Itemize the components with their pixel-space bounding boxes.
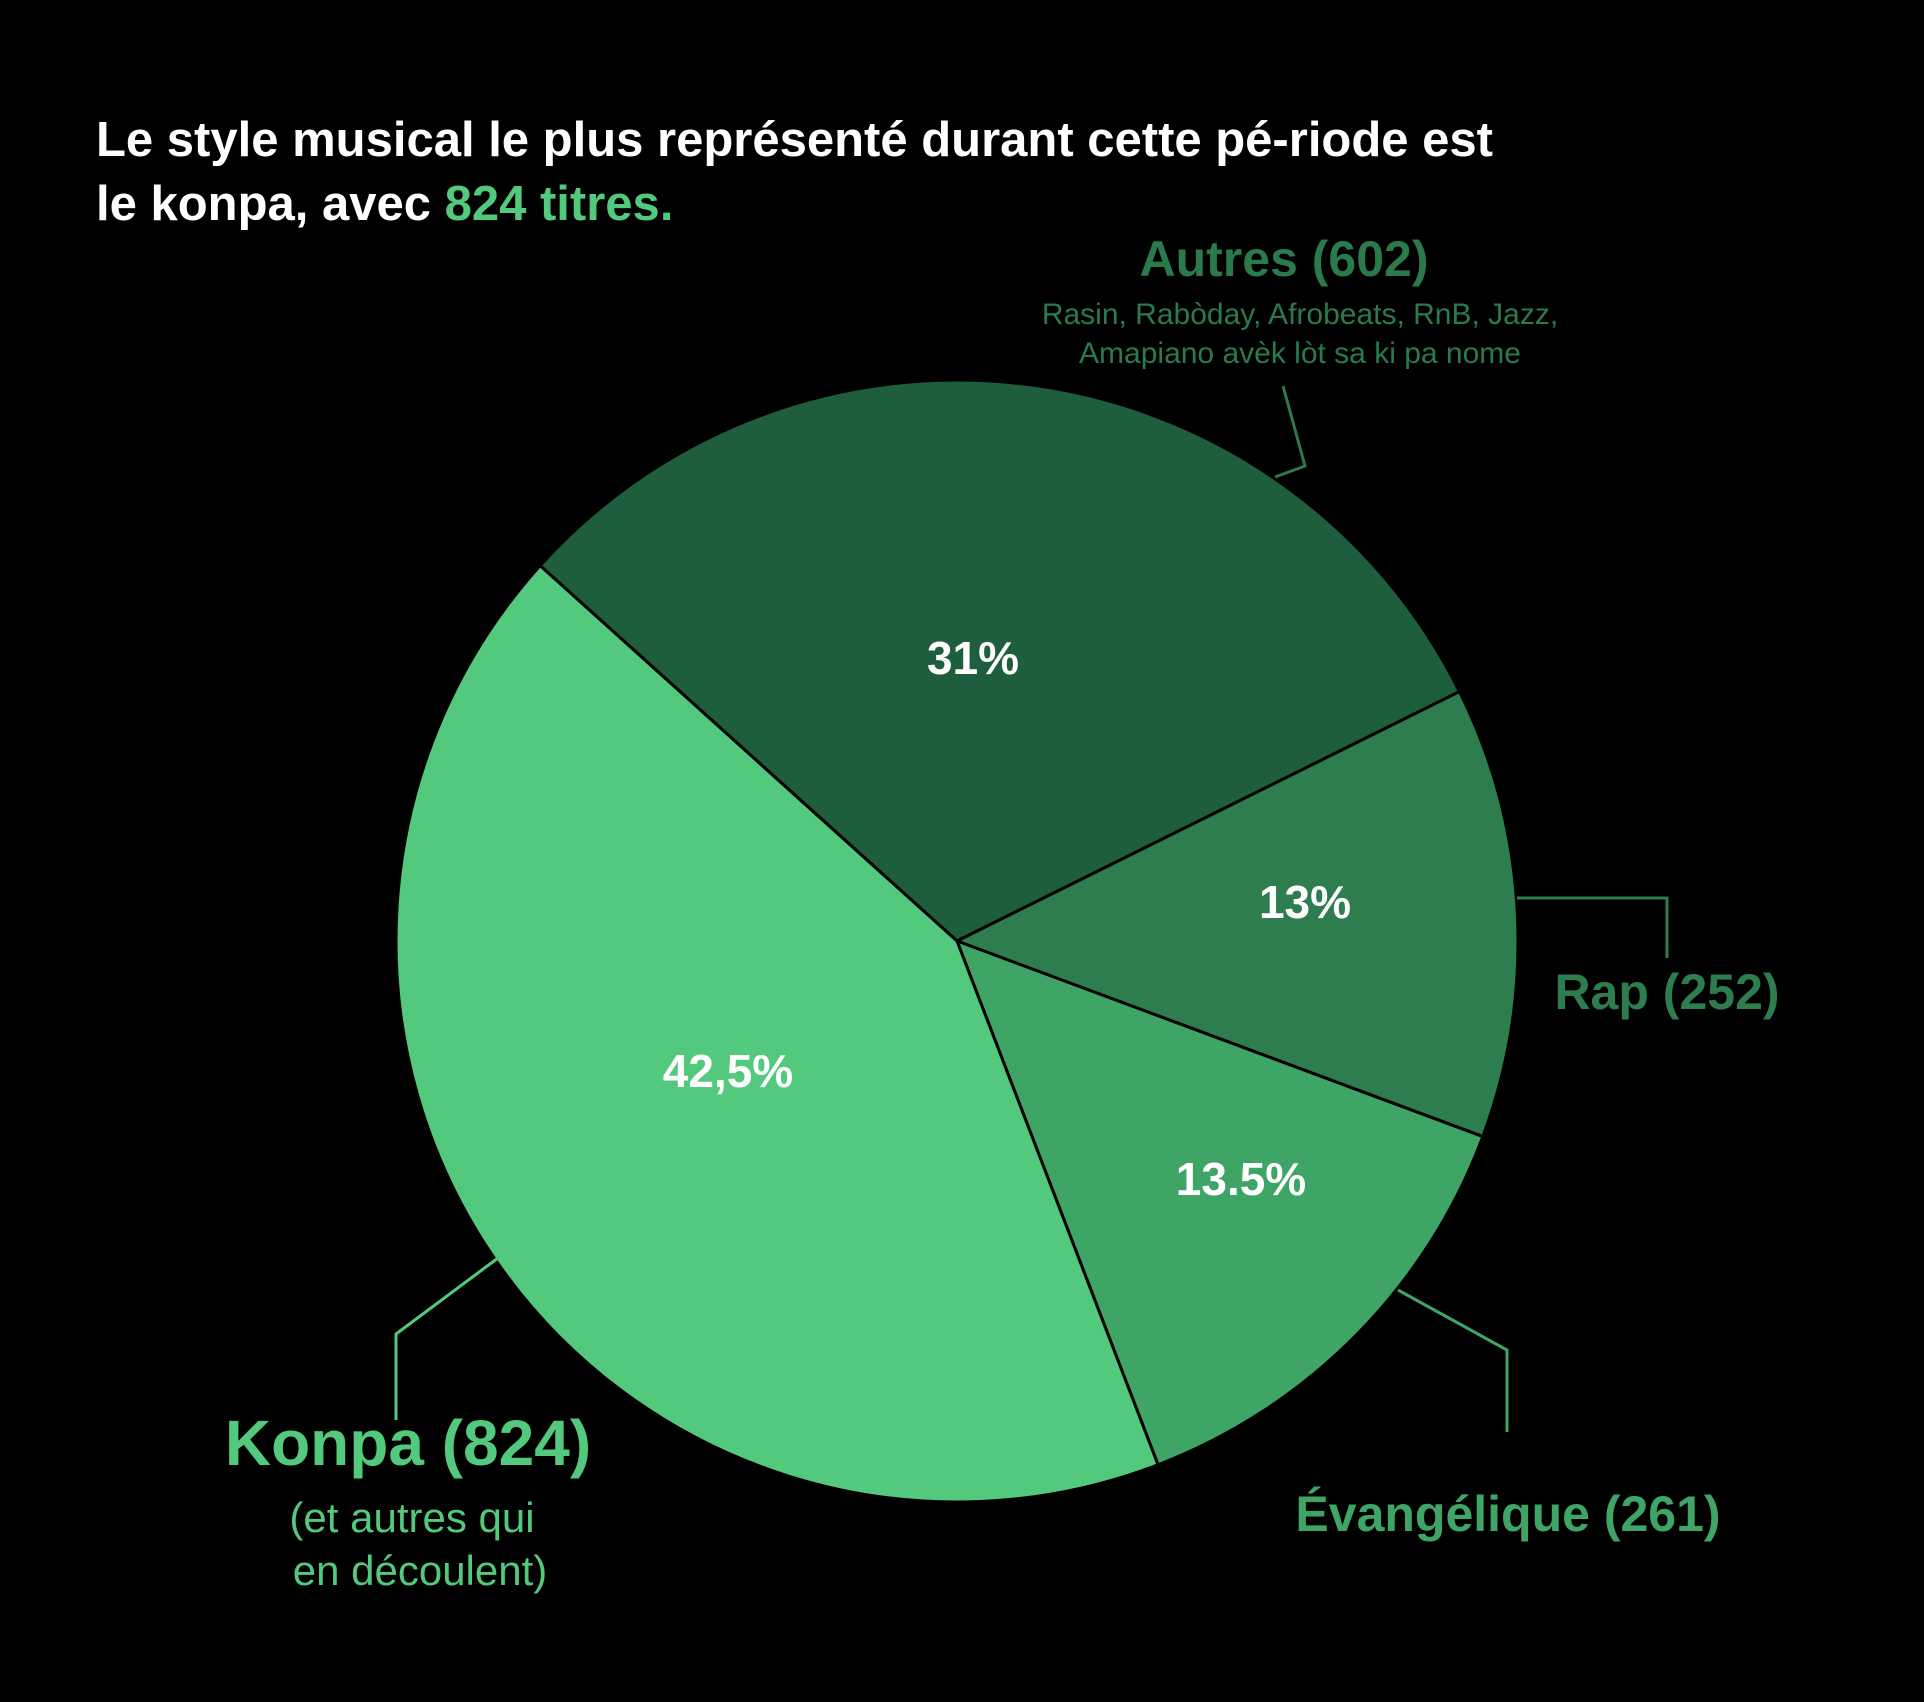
leader-line-konpa bbox=[394, 1256, 499, 1420]
headline-text: Le style musical le plus représenté dura… bbox=[96, 113, 1493, 231]
pie-slice-rap bbox=[955, 690, 1520, 1139]
sublabel-autres-line2: Amapiano avèk lòt sa ki pa nome bbox=[1079, 337, 1521, 370]
sublabel-konpa-line1: (et autres qui bbox=[289, 1494, 534, 1541]
headline: Le style musical le plus représenté dura… bbox=[96, 108, 1516, 236]
sublabel-konpa-line2: en découlent) bbox=[293, 1547, 548, 1594]
pie-slices bbox=[394, 378, 1520, 1504]
pct-label-autres: 31% bbox=[927, 632, 1019, 684]
pct-label-konpa: 42,5% bbox=[663, 1045, 793, 1097]
pct-label-evangelique: 13.5% bbox=[1176, 1153, 1306, 1205]
leader-line-evangelique bbox=[1397, 1288, 1509, 1432]
label-evangelique: Évangélique (261) bbox=[1295, 1486, 1720, 1542]
pie-slice-autres bbox=[538, 378, 1461, 943]
headline-highlight: 824 titres. bbox=[444, 177, 674, 231]
leader-line-rap bbox=[1517, 896, 1669, 958]
sublabel-autres-line1: Rasin, Rabòday, Afrobeats, RnB, Jazz, bbox=[1042, 298, 1558, 331]
label-konpa: Konpa (824) bbox=[225, 1407, 591, 1479]
pie-slice-evangelique bbox=[955, 939, 1485, 1467]
label-autres: Autres (602) bbox=[1140, 231, 1429, 287]
pct-label-rap: 13% bbox=[1259, 876, 1351, 928]
label-rap: Rap (252) bbox=[1554, 964, 1779, 1020]
leader-line-autres bbox=[1274, 385, 1307, 479]
